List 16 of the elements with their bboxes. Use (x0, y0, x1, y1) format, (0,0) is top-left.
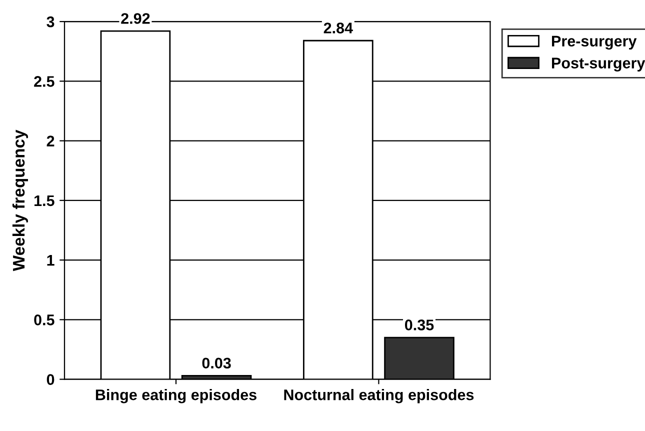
data-label: 0.35 (404, 320, 434, 330)
legend-label: Post-surgery (552, 58, 645, 72)
data-label: 2.92 (121, 13, 150, 24)
y-tick-label: 0 (46, 374, 54, 385)
x-tick-label: Binge eating episodes (96, 389, 256, 404)
y-tick-label: 3 (46, 16, 54, 28)
data-label: 0.03 (202, 358, 231, 369)
legend-label: Pre-surgery (552, 36, 637, 50)
x-tick-label: Nocturnal eating episodes (284, 389, 474, 404)
y-tick-label: 0.5 (34, 314, 54, 326)
data-label: 2.84 (324, 22, 353, 34)
y-tick-label: 1 (47, 255, 54, 266)
y-axis-title: Weekly frequency (12, 130, 28, 272)
y-tick-label: 2.5 (34, 76, 54, 87)
y-tick-label: 1.5 (34, 195, 54, 206)
y-tick-label: 2 (46, 136, 54, 146)
